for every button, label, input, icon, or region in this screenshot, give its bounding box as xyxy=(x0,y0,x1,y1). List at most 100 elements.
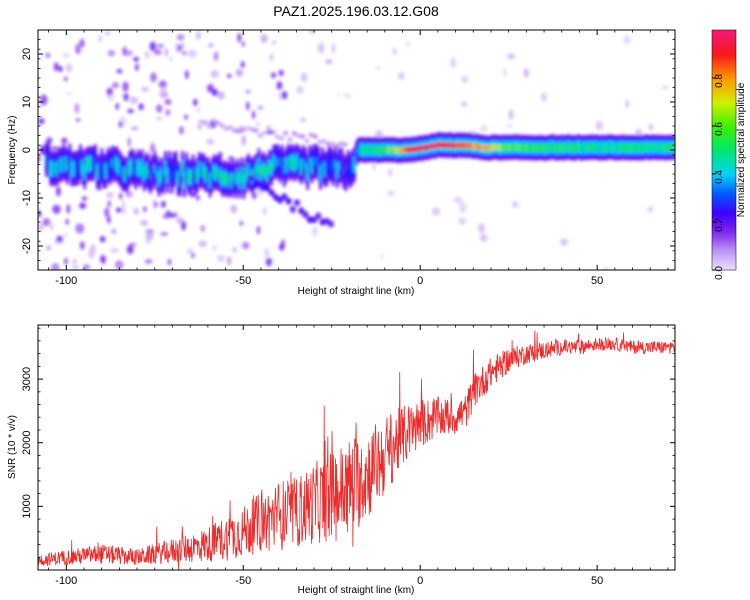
spectrogram-ridge-cell xyxy=(142,170,146,178)
spectrogram-ridge-cell xyxy=(592,144,596,151)
spectrogram-ridge-cell xyxy=(508,144,511,151)
spectrogram-noise-blob xyxy=(331,43,336,54)
spectrogram-ridge-cell xyxy=(605,144,609,151)
spectrogram-noise-blob xyxy=(155,116,164,121)
spectrogram-upper-arc xyxy=(321,139,327,144)
snr-panel: -100 -50 0 50 1000 2000 3000 Height of straig… xyxy=(7,324,676,596)
spectrogram-ridge-cell xyxy=(363,147,367,154)
spectrogram-noise-blob xyxy=(217,91,225,100)
spectrogram-ridge-cell xyxy=(665,145,668,151)
spectrogram-noise-blob xyxy=(431,207,441,216)
spectrogram-ridge-cell xyxy=(599,145,603,152)
spectrogram-ridge-cell xyxy=(669,144,673,151)
spectrogram-ridge-cell xyxy=(74,164,78,172)
spectrogram-ridge-cell xyxy=(280,158,284,167)
colorbar-cell xyxy=(712,156,736,159)
spectrogram-ridge-cell xyxy=(399,147,403,154)
spectrogram-ridge-cell xyxy=(106,161,110,169)
spectrogram-ridge-cell xyxy=(219,171,223,180)
spectrogram-noise-blob xyxy=(511,201,519,208)
spectrogram-noise-blob xyxy=(63,257,68,265)
spectrogram-noise-blob xyxy=(110,248,119,253)
colorbar-cell xyxy=(712,102,736,105)
spectrogram-ridge-cell xyxy=(102,167,106,176)
spectrogram-noise-blob xyxy=(461,100,468,108)
spectrogram-ridge-cell xyxy=(571,144,575,151)
colorbar-cell xyxy=(712,262,736,265)
spectrogram-ridge-cell xyxy=(100,161,104,170)
spectrogram-ridge-cell xyxy=(331,164,335,173)
spectrogram-noise-blob xyxy=(65,63,73,73)
colorbar-cell xyxy=(712,122,736,125)
spectrogram-ridge-cell xyxy=(276,157,280,166)
spectrogram-ridge-cell xyxy=(265,169,269,178)
spectrogram-ridge-cell xyxy=(221,175,225,184)
spectrogram-noise-blob xyxy=(195,195,200,201)
spectrogram-noise-blob xyxy=(380,254,384,259)
colorbar-label: Normalized spectral amplitude xyxy=(736,82,747,217)
colorbar-cell xyxy=(712,88,736,91)
spectrogram-noise-blob xyxy=(503,68,507,77)
colorbar-cell xyxy=(712,148,736,151)
spectrogram-ridge-cell xyxy=(595,144,598,150)
spectrogram-ridge-cell xyxy=(563,145,567,152)
spectrogram-ridge-cell xyxy=(450,142,454,149)
colorbar-cell xyxy=(712,180,736,183)
colorbar-cell xyxy=(712,92,736,95)
spectrogram-noise-blob xyxy=(211,88,219,97)
colorbar-cell xyxy=(712,74,736,77)
spectrogram-ridge-cell xyxy=(310,162,314,170)
spectrogram-ridge-cell xyxy=(393,146,397,153)
spectrogram-x-axis-label: Height of straight line (km) xyxy=(298,286,415,297)
colorbar-gradient xyxy=(712,30,736,271)
spectrogram-noise-blob xyxy=(149,41,157,52)
spectrogram-noise-blob xyxy=(206,138,215,145)
spectrogram-noise-blob xyxy=(262,207,267,215)
spectrogram-ridge-cell xyxy=(525,144,528,151)
spectrogram-noise-blob xyxy=(458,217,467,225)
spectrogram-marks xyxy=(38,30,675,270)
colorbar-cell xyxy=(712,136,736,139)
spectrogram-upper-arc xyxy=(206,124,212,129)
spectrogram-ridge-cell xyxy=(47,155,51,163)
colorbar-cell xyxy=(712,266,736,269)
spectrogram-ridge-cell xyxy=(420,145,424,152)
spectrogram-ridge-cell xyxy=(463,142,467,149)
spectrogram-ridge-cell xyxy=(53,164,57,172)
spectrogram-ridge-cell xyxy=(609,144,613,150)
colorbar-cell xyxy=(712,152,736,155)
spectrogram-noise-blob xyxy=(450,57,457,69)
colorbar-cell xyxy=(712,236,736,239)
spectrogram-secondary-streak xyxy=(315,212,322,220)
spectrogram-ridge-cell xyxy=(580,145,584,152)
colorbar-frame xyxy=(711,29,737,271)
spectrogram-ridge-cell xyxy=(663,144,666,151)
spectrogram-ridge-cell xyxy=(643,144,647,150)
spectrogram-ridge-cell xyxy=(641,145,645,151)
spectrogram-noise-blob xyxy=(72,259,77,264)
spectrogram-upper-arc xyxy=(219,123,225,128)
spectrogram-ridge-cell xyxy=(329,160,333,168)
spectrogram-noise-blob xyxy=(104,207,110,218)
colorbar-cell xyxy=(712,168,736,171)
colorbar-cell xyxy=(712,32,736,35)
spectrogram-noise-blob xyxy=(241,41,245,47)
spectrogram-noise-blob xyxy=(269,53,274,62)
colorbar-cell xyxy=(712,188,736,191)
spectrogram-noise-blob xyxy=(156,104,163,113)
colorbar-cell xyxy=(712,176,736,179)
colorbar-cell xyxy=(712,244,736,247)
spectrogram-noise-blob xyxy=(256,226,260,235)
spectrogram-ridge-cell xyxy=(257,161,261,170)
colorbar-cell xyxy=(712,84,736,87)
spectrogram-ridge-cell xyxy=(514,144,518,151)
colorbar-cell xyxy=(712,238,736,241)
colorbar-cell xyxy=(712,38,736,41)
spectrogram-ridge-cell xyxy=(444,142,448,148)
spectrogram-y-axis-label: Frequency (Hz) xyxy=(7,116,18,185)
spectrogram-noise-blob xyxy=(38,154,41,163)
spectrogram-noise-blob xyxy=(661,85,669,90)
spectrogram-ridge-cell xyxy=(652,144,656,151)
spectrogram-ridge-cell xyxy=(648,145,651,151)
